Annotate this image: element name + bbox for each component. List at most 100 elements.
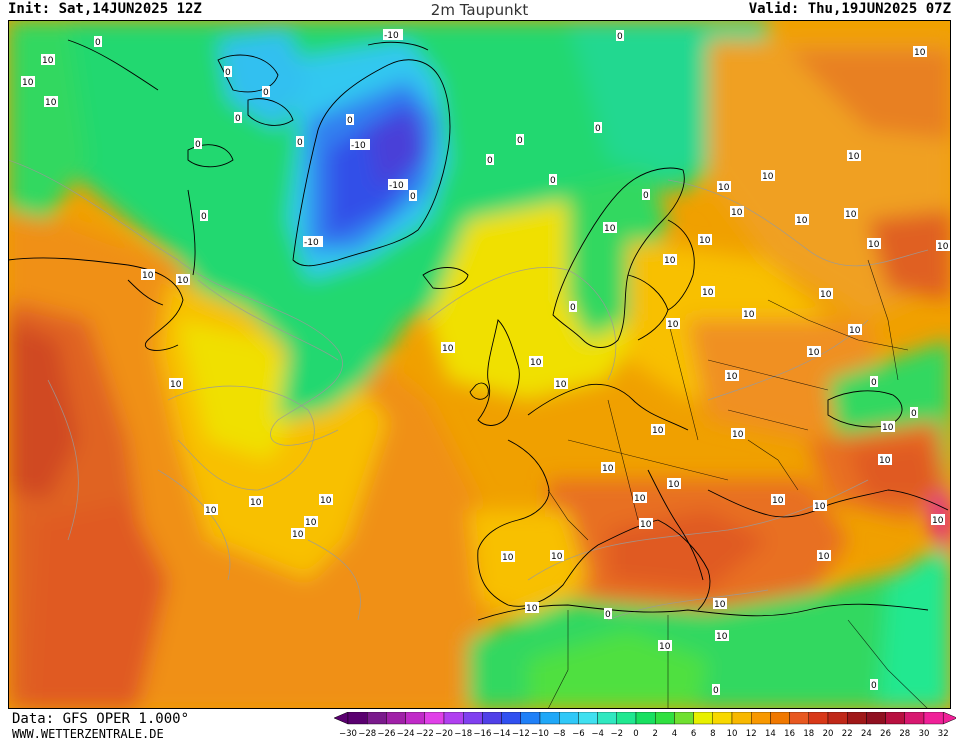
legend-swatch (655, 712, 675, 725)
legend-swatch (616, 712, 637, 725)
legend-tick-label: −2 (611, 729, 624, 739)
legend-swatch (597, 712, 618, 725)
legend-swatch (558, 712, 579, 725)
legend-swatch (386, 712, 406, 725)
data-source-label: Data: GFS OPER 1.000° (12, 711, 190, 727)
legend-arrow-right (942, 712, 956, 725)
contour-label: 10 (702, 288, 714, 298)
legend-tick-label: −28 (358, 729, 376, 739)
contour-label: 0 (195, 140, 201, 150)
legend-tick-label: −26 (377, 729, 395, 739)
valid-time: Valid: Thu,19JUN2025 07Z (748, 1, 951, 17)
legend-tick-label: 6 (691, 729, 696, 739)
contour-label: 10 (868, 240, 880, 250)
legend-tick-label: 24 (861, 729, 872, 739)
legend-swatch (885, 712, 905, 725)
contour-label: 10 (442, 344, 454, 354)
legend-swatch (520, 712, 541, 725)
legend-tick-label: −12 (512, 729, 530, 739)
contour-label: 10 (716, 632, 728, 642)
legend-tick-label: 8 (710, 729, 715, 739)
legend-swatch (923, 712, 944, 725)
contour-label: 10 (170, 380, 182, 390)
legend-tick-label: −6 (572, 729, 585, 739)
contour-label: 0 (225, 68, 231, 78)
legend-swatch (539, 712, 560, 725)
legend-tick-label: 14 (765, 729, 776, 739)
contour-label: 10 (142, 271, 154, 281)
legend-tick-label: −18 (454, 729, 472, 739)
legend-swatch (789, 712, 810, 725)
legend-tick-label: −8 (553, 729, 566, 739)
legend-tick-label: 20 (823, 729, 834, 739)
contour-label: 10 (743, 310, 755, 320)
contour-label: 0 (517, 136, 523, 146)
legend-swatch (635, 712, 656, 725)
init-time: Init: Sat,14JUN2025 12Z (8, 1, 202, 17)
contour-label: 10 (250, 498, 262, 508)
legend-arrow-left (334, 712, 349, 725)
legend-swatch (405, 712, 425, 725)
legend-tick-label: −24 (397, 729, 415, 739)
map-title: 2m Taupunkt (430, 1, 529, 19)
contour-labels: 10 10 10 0 0 0 0 0 0 0 -10 -10 -10 -10 0… (21, 29, 950, 696)
contour-label: 10 (502, 553, 514, 563)
legend-tick-label: −22 (416, 729, 434, 739)
legend-tick-label: 16 (784, 729, 795, 739)
contour-label: 10 (796, 216, 808, 226)
contour-label: 10 (634, 494, 646, 504)
contour-label: 10 (762, 172, 774, 182)
contour-label: 10 (731, 208, 743, 218)
contour-label: 10 (205, 506, 217, 516)
legend-tick-label: −10 (531, 729, 549, 739)
site-label: WWW.WETTERZENTRALE.DE (12, 727, 164, 741)
legend-swatch (693, 712, 714, 725)
legend-swatch (424, 712, 445, 725)
contour-label: 10 (604, 224, 616, 234)
legend-swatch (731, 712, 752, 725)
legend-swatch (347, 712, 368, 725)
contour-label: 10 (652, 426, 664, 436)
contour-label: 10 (526, 604, 538, 614)
contour-label: 0 (201, 212, 207, 222)
contour-label: 0 (871, 681, 877, 691)
legend-swatch (443, 712, 464, 725)
contour-label: 10 (772, 496, 784, 506)
contour-label: 10 (177, 276, 189, 286)
contour-label: 10 (845, 210, 857, 220)
contour-label: 10 (602, 464, 614, 474)
legend-swatch (904, 712, 925, 725)
contour-label: 10 (551, 552, 563, 562)
contour-label: 0 (617, 32, 623, 42)
contour-label: 10 (555, 380, 567, 390)
legend-tick-label: 28 (899, 729, 910, 739)
legend-swatch (827, 712, 848, 725)
legend-swatches (334, 712, 956, 725)
contour-label: 0 (235, 114, 241, 124)
legend-tick-label: 12 (746, 729, 757, 739)
legend-swatch (367, 712, 387, 725)
contour-label: 10 (699, 236, 711, 246)
header-bar: Init: Sat,14JUN2025 12Z 2m Taupunkt Vali… (0, 0, 959, 20)
contour-label: 0 (297, 138, 303, 148)
legend-swatch (501, 712, 522, 725)
coastlines (8, 39, 949, 621)
contour-label: 10 (937, 242, 949, 252)
contour-label: 10 (848, 152, 860, 162)
legend-tick-label: 30 (919, 729, 930, 739)
color-scale-legend: −30 −28 −26 −24 −22 −20 −18 −16 −14 −12 −10 −8 −6 −4−… (334, 712, 956, 739)
dewpoint-map: 10 10 10 0 0 0 0 0 0 0 -10 -10 -10 -10 0… (8, 20, 951, 709)
contour-label: 10 (820, 290, 832, 300)
contour-label: 10 (818, 552, 830, 562)
contour-label: 0 (95, 38, 101, 48)
contour-label: -10 (351, 141, 366, 151)
legend-tick-label: −30 (339, 729, 357, 739)
country-borders (547, 259, 929, 709)
legend-tick-label: 22 (842, 729, 853, 739)
contour-label: 10 (22, 78, 34, 88)
contour-label: 10 (292, 530, 304, 540)
contour-label: 10 (814, 502, 826, 512)
legend-swatch (847, 712, 867, 725)
contour-lines (8, 159, 929, 621)
contour-label: 0 (410, 192, 416, 202)
